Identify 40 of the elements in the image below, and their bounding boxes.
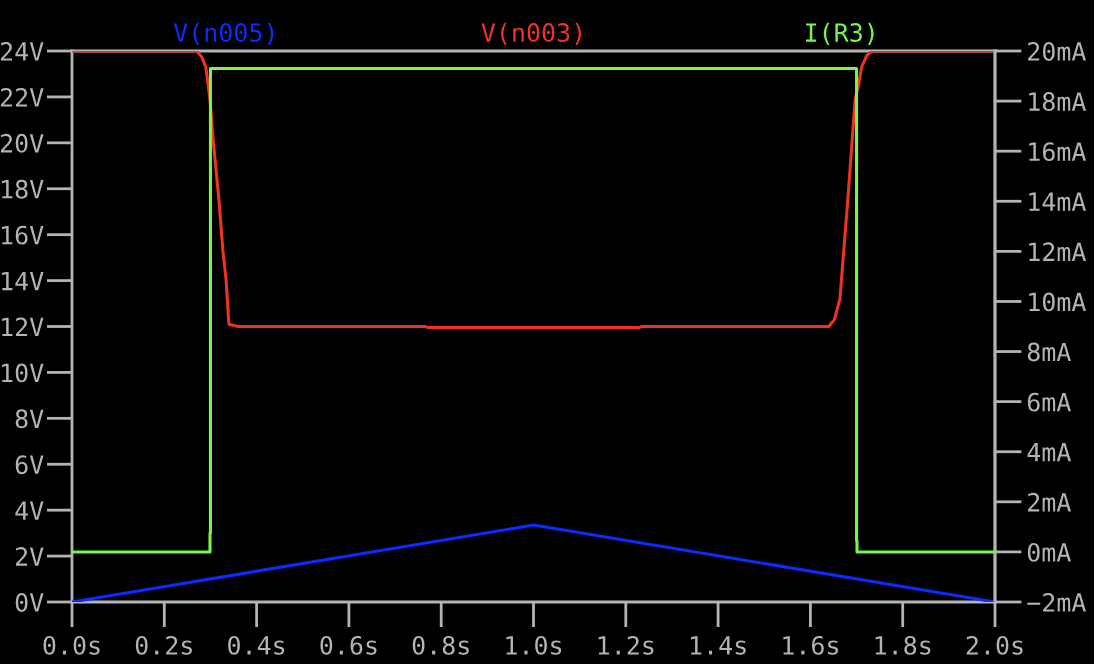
x-tick-label: 1.0s xyxy=(506,635,562,655)
x-tick-label: 0.2s xyxy=(135,635,192,655)
y-tick-label: 14V xyxy=(2,271,44,291)
y2-tick-label: 16mA xyxy=(1029,142,1087,162)
line-series xyxy=(72,67,995,554)
x-tick-label: 2.0s xyxy=(966,635,1023,655)
x-tick-label: 1.4s xyxy=(691,636,746,655)
x-tick-label: 0.0s xyxy=(43,635,100,655)
x-tick-label: 1.6s xyxy=(783,635,839,655)
y2-tick-label: 14mA xyxy=(1029,192,1087,211)
text: V(n005) xyxy=(173,22,274,45)
y-tick-label: 10V xyxy=(2,363,44,383)
y2-tick-label: 8mA xyxy=(1027,342,1071,362)
text: V(n003) xyxy=(481,22,581,45)
y2-tick-label: 10mA xyxy=(1029,292,1087,312)
y-tick-label: 22V xyxy=(0,87,44,107)
y-tick-label: 12V xyxy=(2,317,44,337)
y2-tick-label: 12mA xyxy=(1029,242,1087,261)
y-tick-label: 4V xyxy=(15,501,44,520)
y-tick-label: 6V xyxy=(15,455,44,475)
series-label: I(R3) xyxy=(805,22,874,45)
y-tick-label: 8V xyxy=(15,409,44,429)
x-tick-label: 0.6s xyxy=(320,635,377,655)
y2-tick-label: 4mA xyxy=(1027,443,1071,462)
y-tick-label: 20V xyxy=(0,133,44,153)
y-tick-label: 16V xyxy=(2,225,44,245)
y-tick-label: 24V xyxy=(0,42,44,61)
y2-tick-label: 0mA xyxy=(1027,542,1071,562)
x-tick-label: 1.8s xyxy=(875,635,931,655)
y-tick-label: 2V xyxy=(15,547,44,566)
y2-tick-label: 18mA xyxy=(1029,92,1087,112)
y2-tick-label: 20mA xyxy=(1028,42,1087,61)
y2-tick-label: 6mA xyxy=(1027,392,1071,412)
x-tick-label: 0.4s xyxy=(228,635,285,655)
y-tick-label: 18V xyxy=(2,179,44,199)
y2-tick-label: 2mA xyxy=(1028,492,1071,512)
x-tick-label: 1.2s xyxy=(598,635,654,655)
x-tick-label: 0.8s xyxy=(412,635,469,655)
y2-tick-label: −2mA xyxy=(1027,593,1087,612)
y-tick-label: 0V xyxy=(15,593,44,612)
